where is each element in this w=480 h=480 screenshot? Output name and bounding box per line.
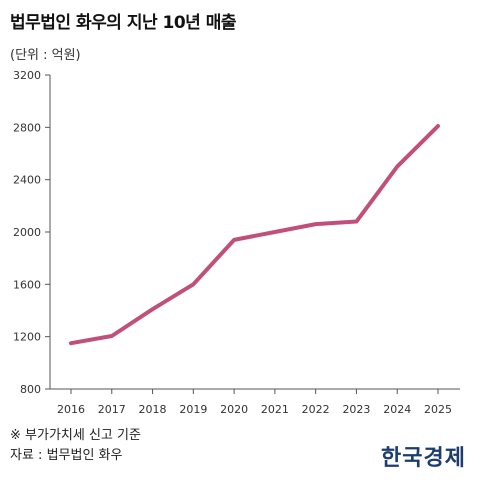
- x-tick-label: 2021: [261, 403, 289, 416]
- x-tick-label: 2016: [57, 403, 85, 416]
- source-label: 자료 : 법무법인 화우: [10, 448, 123, 463]
- y-tick-label: 3200: [13, 69, 41, 82]
- unit-label: (단위 : 억원): [10, 48, 81, 63]
- y-tick-label: 1200: [13, 331, 41, 344]
- x-tick-label: 2019: [179, 403, 207, 416]
- y-tick-label: 1600: [13, 278, 41, 291]
- x-tick-label: 2024: [383, 403, 411, 416]
- x-tick-label: 2025: [424, 403, 452, 416]
- x-tick-label: 2017: [98, 403, 126, 416]
- x-tick-label: 2023: [342, 403, 370, 416]
- y-tick-label: 800: [20, 383, 41, 396]
- chart-title: 법무법인 화우의 지난 10년 매출: [10, 13, 237, 33]
- y-tick-label: 2000: [13, 226, 41, 239]
- x-tick-label: 2020: [220, 403, 248, 416]
- y-tick-label: 2800: [13, 121, 41, 134]
- brand-logo: 한국경제: [381, 445, 466, 471]
- series-line: [69, 124, 440, 346]
- x-tick-label: 2022: [302, 403, 330, 416]
- y-tick-label: 2400: [13, 174, 41, 187]
- line-chart: 800 1200 1600 2000 2400 2800 3200 2016 2017 2018 2…: [13, 69, 460, 416]
- footnote: ※ 부가가치세 신고 기준: [10, 428, 141, 443]
- x-tick-label: 2018: [139, 403, 167, 416]
